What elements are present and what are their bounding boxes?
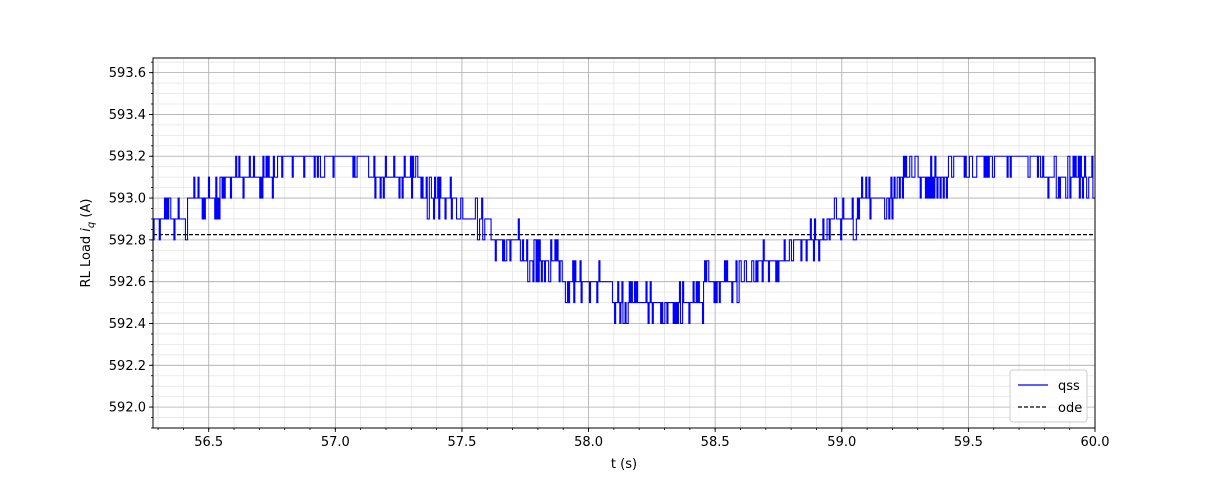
qss-series — [152, 155, 1095, 325]
legend-label-qss: qss — [1058, 379, 1080, 394]
qss-line — [152, 155, 1095, 325]
y-tick-label: 593.0 — [109, 192, 146, 207]
y-tick-label: 592.4 — [109, 317, 146, 332]
x-tick-label: 59.0 — [827, 435, 856, 450]
x-tick-label: 59.5 — [954, 435, 983, 450]
legend-box — [1009, 369, 1088, 423]
minor-grid — [153, 58, 1096, 429]
x-tick-label: 57.0 — [321, 435, 350, 450]
y-tick-label: 593.4 — [109, 108, 146, 123]
x-tick-label: 57.5 — [447, 435, 476, 450]
x-tick-label: 60.0 — [1081, 435, 1110, 450]
legend-label-ode: ode — [1058, 401, 1082, 416]
y-tick-label: 593.2 — [109, 150, 146, 165]
y-tick-label: 592.6 — [109, 275, 146, 290]
y-axis-label-prefix: RL Load — [79, 232, 94, 288]
y-axis-label-suffix: (A) — [79, 199, 94, 222]
x-tick-label: 58.0 — [574, 435, 603, 450]
plot-frame — [152, 57, 1096, 429]
x-axis-ticks: 56.5 57.0 57.5 58.0 58.5 59.0 59.5 60.0 — [157, 428, 1110, 450]
x-axis-label: t (s) — [611, 457, 637, 472]
y-axis-ticks: 592.0 592.2 592.4 592.6 592.8 593.0 593.2 593.4… — [109, 61, 153, 429]
x-tick-label: 56.5 — [194, 435, 223, 450]
y-tick-label: 592.8 — [109, 233, 146, 248]
y-axis-label: RL Load iq (A) — [79, 199, 97, 288]
y-axis-label-variable: i — [79, 228, 94, 232]
legend: qss ode — [1009, 369, 1088, 423]
y-tick-label: 592.0 — [109, 401, 146, 416]
y-axis-label-subscript: q — [86, 222, 97, 228]
y-tick-label: 592.2 — [109, 359, 146, 374]
y-tick-label: 593.6 — [109, 66, 146, 81]
x-tick-label: 58.5 — [701, 435, 730, 450]
